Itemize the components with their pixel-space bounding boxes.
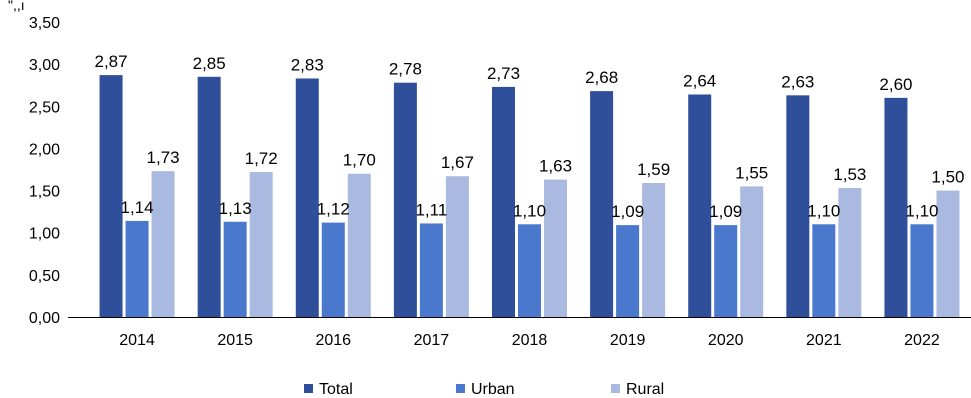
x-tick-label: 2017: [414, 332, 450, 349]
legend: Total Urban Rural: [304, 381, 664, 398]
data-label-urban: 1,13: [219, 199, 252, 218]
data-label-rural: 1,67: [441, 153, 474, 172]
y-axis-tick-labels: 0,00 0,50 1,00 1,50 2,00 2,50 3,00 3,50: [29, 15, 60, 327]
data-label-urban: 1,11: [415, 200, 447, 219]
x-tick-label: 2020: [708, 332, 744, 349]
y-tick-label: 0,00: [29, 310, 60, 327]
data-label-rural: 1,55: [735, 163, 768, 182]
bar-rural: [740, 186, 764, 317]
data-label-total: 2,68: [585, 68, 618, 87]
data-label-rural: 1,73: [147, 148, 180, 167]
bar-total: [393, 82, 417, 317]
legend-swatch-total: [304, 384, 313, 393]
data-label-urban: 1,09: [611, 202, 644, 221]
data-label-rural: 1,63: [539, 157, 572, 176]
bar-urban: [419, 223, 443, 317]
bar-urban: [714, 225, 738, 317]
data-label-urban: 1,10: [807, 201, 840, 220]
data-label-urban: 1,12: [317, 200, 350, 219]
x-tick-label: 2021: [806, 332, 842, 349]
bar-total: [197, 76, 221, 318]
data-label-urban: 1,14: [121, 198, 154, 217]
data-label-total: 2,60: [879, 75, 912, 94]
data-label-rural: 1,72: [245, 149, 278, 168]
x-tick-label: 2018: [512, 332, 548, 349]
data-label-rural: 1,53: [833, 165, 866, 184]
data-label-total: 2,87: [95, 52, 128, 71]
bar-urban: [321, 222, 345, 317]
bars: [99, 75, 960, 318]
data-label-total: 2,73: [487, 64, 520, 83]
data-label-rural: 1,59: [637, 160, 670, 179]
bar-urban: [518, 224, 541, 317]
data-label-rural: 1,50: [931, 168, 964, 187]
data-label-total: 2,83: [291, 55, 324, 74]
legend-label-total: Total: [319, 381, 353, 398]
bar-rural: [642, 182, 666, 317]
legend-swatch-rural: [611, 384, 620, 393]
data-labels: 2,87 1,14 1,73 2,85 1,13 1,72 2,83 1,12 1,70 2,78…: [95, 52, 965, 221]
x-axis-tick-labels: 2014 2015 2016 2017 2018 2019 2020 2021 2022: [119, 332, 940, 349]
top-fragment-text: ",,ı: [8, 0, 25, 13]
y-tick-label: 0,50: [29, 268, 60, 285]
bar-rural: [445, 176, 469, 317]
bar-urban: [910, 224, 934, 317]
data-label-total: 2,85: [193, 54, 226, 73]
bar-rural: [936, 190, 960, 317]
data-label-urban: 1,10: [905, 201, 938, 220]
bar-urban: [616, 225, 640, 317]
bar-urban: [125, 220, 149, 317]
x-tick-label: 2016: [315, 332, 351, 349]
bar-total: [688, 94, 712, 317]
x-tick-label: 2015: [217, 332, 253, 349]
bar-rural: [249, 172, 273, 317]
x-tick-label: 2014: [119, 332, 155, 349]
legend-swatch-urban: [456, 384, 465, 393]
bar-total: [590, 91, 614, 317]
data-label-urban: 1,09: [709, 202, 742, 221]
bar-total: [884, 97, 908, 317]
bar-rural: [347, 173, 371, 317]
x-tick-label: 2019: [610, 332, 646, 349]
bar-urban: [223, 221, 247, 317]
bar-urban: [812, 224, 836, 317]
y-tick-label: 2,50: [29, 99, 60, 116]
bar-total: [99, 75, 123, 317]
data-label-rural: 1,70: [343, 151, 376, 170]
bar-rural: [838, 188, 862, 317]
bar-total: [295, 78, 319, 317]
y-tick-label: 1,00: [29, 226, 60, 243]
x-tick-label: 2022: [904, 332, 940, 349]
data-label-total: 2,64: [683, 71, 716, 90]
data-label-urban: 1,10: [513, 201, 546, 220]
bar-rural: [544, 179, 567, 317]
y-tick-label: 3,50: [29, 15, 60, 32]
y-tick-label: 3,00: [29, 57, 60, 74]
y-tick-label: 1,50: [29, 184, 60, 201]
y-tick-label: 2,00: [29, 141, 60, 158]
bar-total: [786, 95, 810, 317]
legend-label-urban: Urban: [471, 381, 515, 398]
legend-label-rural: Rural: [626, 381, 664, 398]
bar-total: [492, 86, 515, 318]
data-label-total: 2,63: [781, 72, 814, 91]
bar-rural: [151, 171, 175, 317]
data-label-total: 2,78: [389, 60, 422, 79]
